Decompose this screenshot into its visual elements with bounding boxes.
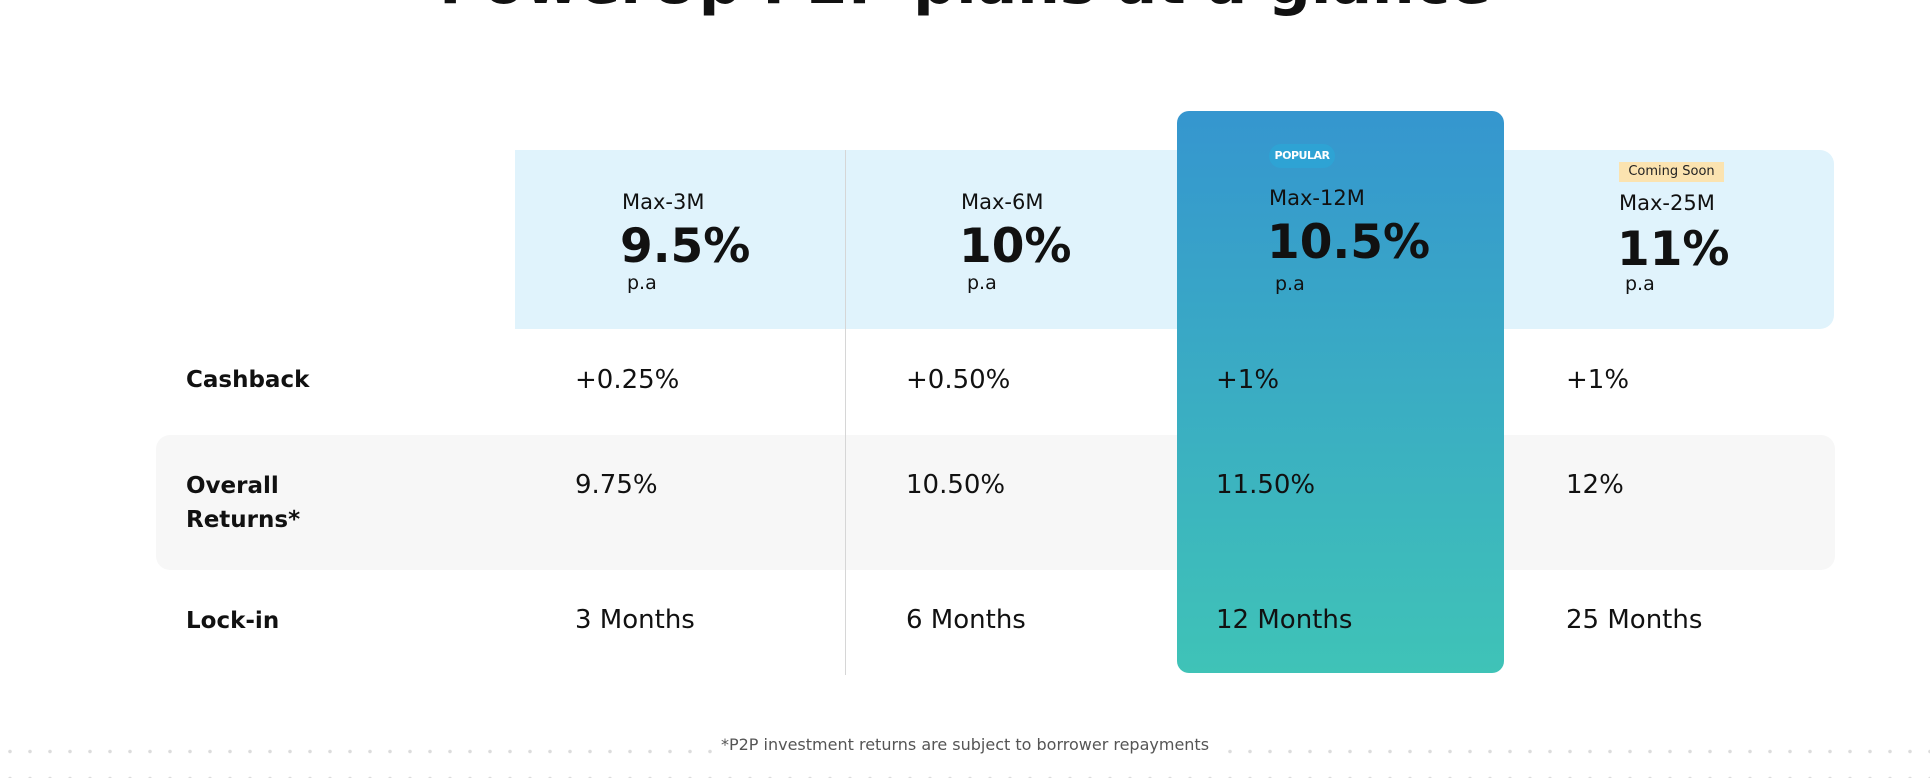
plan-name: Max-25M bbox=[1619, 191, 1715, 215]
cell: 3 Months bbox=[575, 605, 695, 635]
row-label: Lock-in bbox=[186, 608, 280, 634]
column-divider bbox=[845, 150, 846, 675]
plan-unit: p.a bbox=[627, 272, 657, 294]
row-label: Overall Returns* bbox=[186, 473, 301, 533]
plan-unit: p.a bbox=[1275, 273, 1305, 295]
popular-badge: POPULAR bbox=[1269, 144, 1335, 168]
plan-rate: 11% bbox=[1617, 222, 1730, 277]
cell: 6 Months bbox=[906, 605, 1026, 635]
cell: +0.50% bbox=[906, 365, 1011, 395]
plans-header-bg bbox=[515, 150, 1834, 329]
cell: 12 Months bbox=[1216, 605, 1353, 635]
cell: 12% bbox=[1566, 470, 1624, 500]
plan-rate: 9.5% bbox=[620, 219, 751, 274]
row-highlight bbox=[156, 435, 1835, 570]
cell: 25 Months bbox=[1566, 605, 1703, 635]
page-title: PowerUp P2P plans at a glance bbox=[0, 0, 1930, 18]
popular-card bbox=[1177, 111, 1504, 673]
plan-rate: 10% bbox=[959, 219, 1072, 274]
cell: 11.50% bbox=[1216, 470, 1316, 500]
row-label: Cashback bbox=[186, 367, 310, 393]
cell: 9.75% bbox=[575, 470, 658, 500]
plan-name: Max-3M bbox=[622, 190, 705, 214]
plan-unit: p.a bbox=[967, 272, 997, 294]
plan-rate: 10.5% bbox=[1267, 215, 1431, 270]
footnote: *P2P investment returns are subject to b… bbox=[714, 735, 1216, 754]
coming-soon-badge: Coming Soon bbox=[1619, 162, 1724, 182]
cell: 10.50% bbox=[906, 470, 1006, 500]
plan-unit: p.a bbox=[1625, 273, 1655, 295]
cell: +1% bbox=[1566, 365, 1630, 395]
plan-name: Max-6M bbox=[961, 190, 1044, 214]
cell: +0.25% bbox=[575, 365, 680, 395]
footnote-wrap: *P2P investment returns are subject to b… bbox=[0, 735, 1930, 754]
cell: +1% bbox=[1216, 365, 1280, 395]
plan-name: Max-12M bbox=[1269, 186, 1365, 210]
